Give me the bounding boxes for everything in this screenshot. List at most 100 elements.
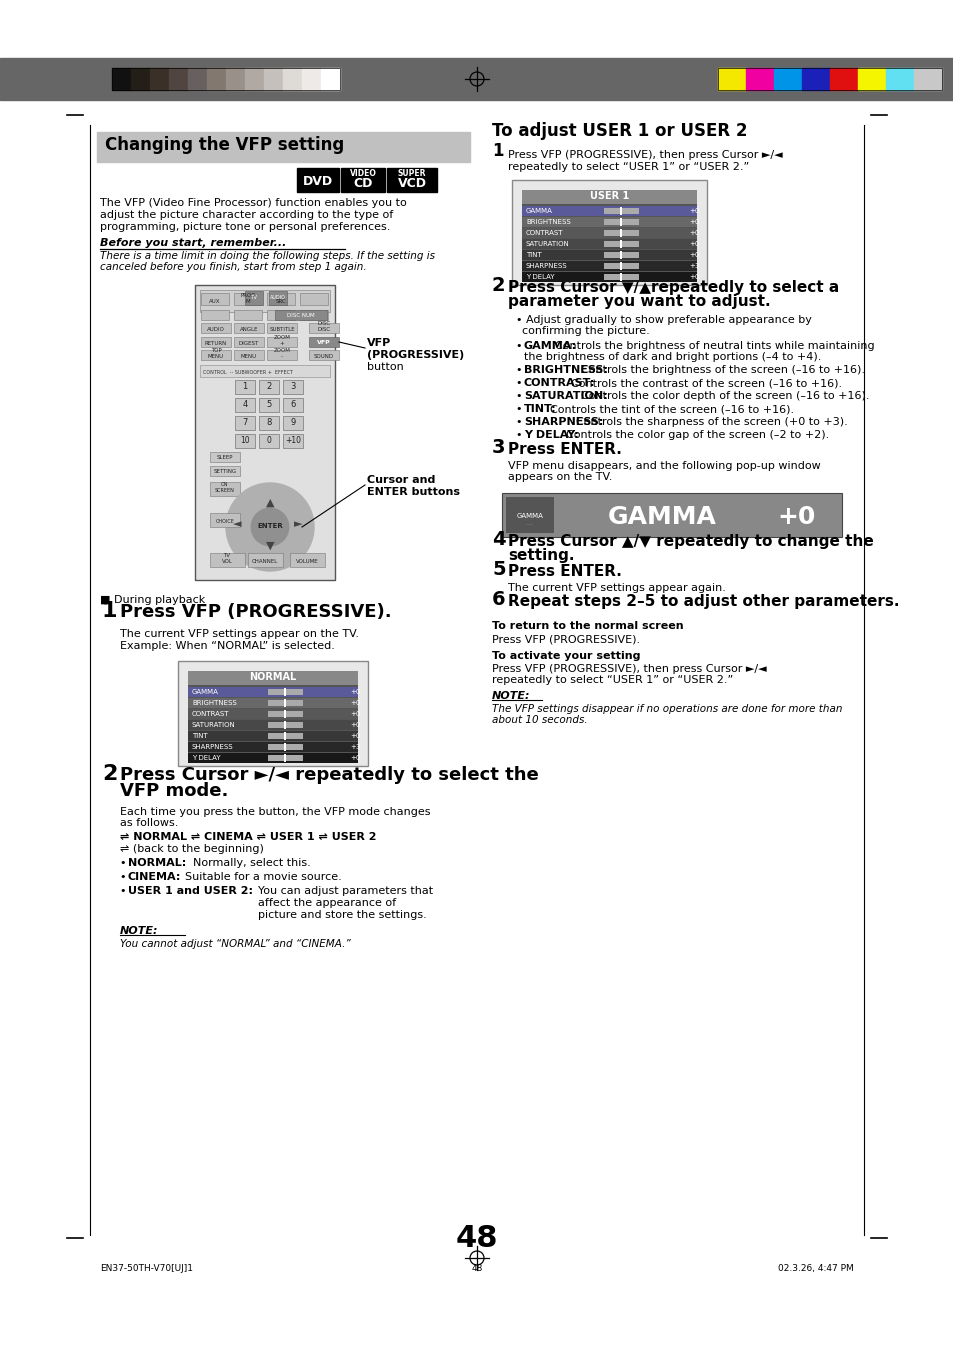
Text: 4: 4 — [242, 400, 248, 410]
Text: Controls the color gap of the screen (–2 to +2).: Controls the color gap of the screen (–2… — [565, 430, 828, 439]
Bar — [234, 397, 254, 412]
Text: The current VFP settings appear on the TV.: The current VFP settings appear on the T… — [120, 629, 358, 639]
Bar — [299, 293, 328, 306]
Text: •: • — [516, 416, 525, 427]
Text: appears on the TV.: appears on the TV. — [507, 472, 612, 483]
Text: SHARPNESS: SHARPNESS — [192, 744, 233, 750]
Text: confirming the picture.: confirming the picture. — [521, 326, 649, 337]
Text: SHARPNESS:: SHARPNESS: — [523, 416, 602, 427]
Bar — [258, 416, 278, 430]
Bar — [283, 416, 303, 430]
Text: the brightness of dark and bright portions (–4 to +4).: the brightness of dark and bright portio… — [523, 352, 821, 362]
Circle shape — [251, 508, 289, 546]
Text: SATURATION: SATURATION — [192, 722, 235, 727]
Text: +0: +0 — [688, 241, 699, 247]
Text: PROG
M: PROG M — [240, 293, 255, 304]
Text: 6: 6 — [290, 400, 295, 410]
Text: VIDEO: VIDEO — [349, 169, 376, 178]
Bar — [234, 434, 254, 448]
Text: GAMMA: GAMMA — [607, 506, 716, 529]
Text: SRC: SRC — [275, 299, 286, 304]
Text: BRIGHTNESS:: BRIGHTNESS: — [523, 365, 607, 375]
Text: Example: When “NORMAL” is selected.: Example: When “NORMAL” is selected. — [120, 641, 335, 652]
Bar — [200, 289, 330, 312]
Text: VFP mode.: VFP mode. — [120, 781, 228, 800]
Bar — [603, 264, 639, 269]
Text: CHOICE: CHOICE — [215, 519, 234, 525]
Text: (PROGRESSIVE): (PROGRESSIVE) — [367, 350, 464, 360]
Text: 48: 48 — [456, 1224, 497, 1253]
Text: TOP
MENU: TOP MENU — [208, 349, 224, 360]
Bar — [521, 239, 697, 249]
Bar — [233, 337, 264, 347]
Text: SUPER: SUPER — [397, 169, 426, 178]
Text: GAMMA: GAMMA — [516, 512, 543, 519]
Text: VFP: VFP — [367, 338, 391, 347]
Bar — [320, 68, 339, 91]
Text: +0: +0 — [350, 733, 360, 740]
Bar — [210, 553, 245, 566]
Bar — [268, 754, 303, 761]
Bar — [521, 191, 697, 277]
Text: 2: 2 — [102, 764, 117, 784]
Bar — [521, 218, 697, 227]
Bar — [188, 671, 357, 685]
Bar — [283, 68, 302, 91]
Text: programming, picture tone or personal preferences.: programming, picture tone or personal pr… — [100, 222, 390, 233]
Bar — [258, 397, 278, 412]
Text: CONTRAST:: CONTRAST: — [523, 379, 595, 388]
Text: 3: 3 — [290, 383, 295, 391]
Text: +0: +0 — [777, 506, 816, 529]
Text: Controls the tint of the screen (–16 to +16).: Controls the tint of the screen (–16 to … — [550, 404, 793, 414]
Text: +0: +0 — [350, 754, 360, 761]
Text: 9: 9 — [290, 418, 295, 427]
Text: You can adjust parameters that: You can adjust parameters that — [257, 886, 433, 896]
Bar — [201, 337, 231, 347]
Bar — [284, 754, 286, 763]
Text: +0: +0 — [688, 274, 699, 280]
Text: ON
SCREEN: ON SCREEN — [214, 483, 234, 493]
Bar — [340, 168, 385, 192]
Bar — [268, 744, 303, 750]
Text: The current VFP settings appear again.: The current VFP settings appear again. — [507, 583, 725, 594]
Text: Suitable for a movie source.: Suitable for a movie source. — [185, 872, 341, 882]
Text: Controls the brightness of the screen (–16 to +16).: Controls the brightness of the screen (–… — [580, 365, 864, 375]
Bar — [284, 744, 286, 750]
Text: GAMMA:: GAMMA: — [523, 341, 577, 352]
Bar — [268, 722, 303, 727]
Bar — [857, 68, 885, 91]
Bar — [274, 310, 327, 320]
Text: +0: +0 — [350, 690, 360, 695]
Text: Press VFP (PROGRESSIVE), then press Cursor ►/◄: Press VFP (PROGRESSIVE), then press Curs… — [492, 664, 766, 675]
Bar — [512, 180, 706, 285]
Text: Press Cursor ▲/▼ repeatedly to change the: Press Cursor ▲/▼ repeatedly to change th… — [507, 534, 873, 549]
Text: VFP menu disappears, and the following pop-up window: VFP menu disappears, and the following p… — [507, 461, 820, 470]
Text: •: • — [516, 365, 525, 375]
Text: USER 1 and USER 2:: USER 1 and USER 2: — [128, 886, 253, 896]
Text: To activate your setting: To activate your setting — [492, 652, 639, 661]
Bar — [619, 262, 621, 270]
Text: repeatedly to select “USER 1” or “USER 2.”: repeatedly to select “USER 1” or “USER 2… — [507, 162, 748, 172]
Bar — [619, 251, 621, 260]
Bar — [718, 68, 941, 91]
Text: •: • — [516, 404, 525, 414]
Bar — [521, 228, 697, 238]
Text: 3: 3 — [492, 438, 505, 457]
Text: +10: +10 — [285, 435, 301, 445]
Bar — [299, 310, 328, 320]
Bar — [603, 208, 639, 214]
Text: ▼: ▼ — [266, 541, 274, 552]
Bar — [234, 416, 254, 430]
Bar — [226, 68, 245, 91]
Text: NOTE:: NOTE: — [120, 926, 158, 936]
Text: setting.: setting. — [507, 548, 574, 562]
Bar — [210, 466, 240, 476]
Bar — [233, 323, 264, 333]
Bar — [309, 323, 338, 333]
Text: SETTING: SETTING — [213, 469, 236, 475]
Bar — [188, 708, 357, 719]
Bar — [913, 68, 941, 91]
Text: parameter you want to adjust.: parameter you want to adjust. — [507, 293, 770, 310]
Text: •: • — [120, 872, 130, 882]
Bar — [885, 68, 913, 91]
